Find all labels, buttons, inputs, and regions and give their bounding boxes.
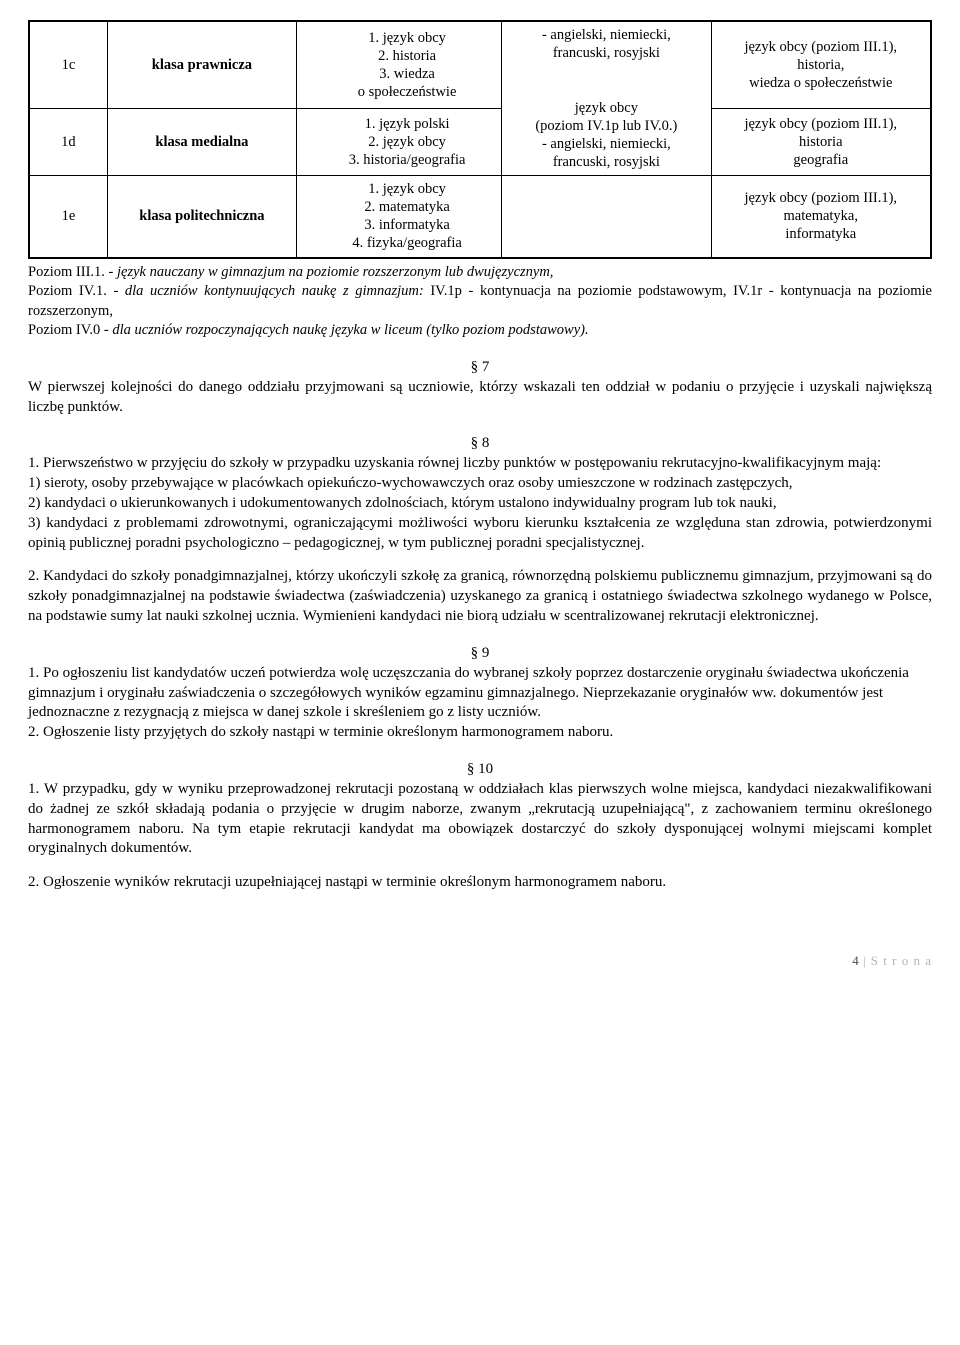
section-text: 2. Ogłoszenie listy przyjętych do szkoły…: [28, 723, 932, 743]
note-prefix: Poziom III.1. -: [28, 264, 117, 280]
page-footer: 4 | S t r o n a: [28, 953, 932, 969]
row-code: 1d: [29, 108, 107, 175]
section-text: 1. Po ogłoszeniu list kandydatów uczeń p…: [28, 664, 932, 723]
note-prefix: Poziom IV.0 -: [28, 322, 112, 338]
note-italic: dla uczniów kontynuujących naukę z gimna…: [125, 283, 424, 299]
row-right: język obcy (poziom III.1),historia,wiedz…: [711, 21, 931, 108]
note-italic: język nauczany w gimnazjum na poziomie r…: [117, 264, 553, 280]
class-table: 1c klasa prawnicza 1. język obcy2. histo…: [28, 20, 932, 259]
section-text: 1. Pierwszeństwo w przyjęciu do szkoły w…: [28, 454, 932, 474]
row-right: język obcy (poziom III.1),historiageogra…: [711, 108, 931, 175]
page-label: S t r o n a: [871, 953, 932, 968]
note-prefix: Poziom IV.1. -: [28, 283, 125, 299]
section-text: 2) kandydaci o ukierunkowanych i udokume…: [28, 494, 932, 514]
row-mid: - angielski, niemiecki,francuski, rosyjs…: [502, 21, 711, 176]
row-subjects: 1. język obcy2. matematyka3. informatyka…: [296, 176, 501, 258]
row-name: klasa prawnicza: [107, 21, 296, 108]
section-text: 1. W przypadku, gdy w wyniku przeprowadz…: [28, 780, 932, 859]
row-code: 1e: [29, 176, 107, 258]
section-text: W pierwszej kolejności do danego oddział…: [28, 378, 932, 418]
note-italic: dla uczniów rozpoczynających naukę język…: [112, 322, 588, 338]
row-name: klasa politechniczna: [107, 176, 296, 258]
section-text: 2. Kandydaci do szkoły ponadgimnazjalnej…: [28, 567, 932, 626]
row-right: język obcy (poziom III.1),matematyka,inf…: [711, 176, 931, 258]
section-text: 2. Ogłoszenie wyników rekrutacji uzupełn…: [28, 873, 932, 893]
row-mid-empty: [502, 176, 711, 258]
row-name: klasa medialna: [107, 108, 296, 175]
section-number: § 7: [28, 359, 932, 376]
row-subjects: 1. język obcy2. historia3. wiedzao społe…: [296, 21, 501, 108]
section-number: § 8: [28, 435, 932, 452]
section-number: § 10: [28, 761, 932, 778]
level-notes: Poziom III.1. - język nauczany w gimnazj…: [28, 263, 932, 341]
page-number: 4: [852, 953, 859, 968]
section-number: § 9: [28, 645, 932, 662]
row-code: 1c: [29, 21, 107, 108]
section-text: 3) kandydaci z problemami zdrowotnymi, o…: [28, 514, 932, 554]
row-subjects: 1. język polski2. język obcy3. historia/…: [296, 108, 501, 175]
section-text: 1) sieroty, osoby przebywające w placówk…: [28, 474, 932, 494]
